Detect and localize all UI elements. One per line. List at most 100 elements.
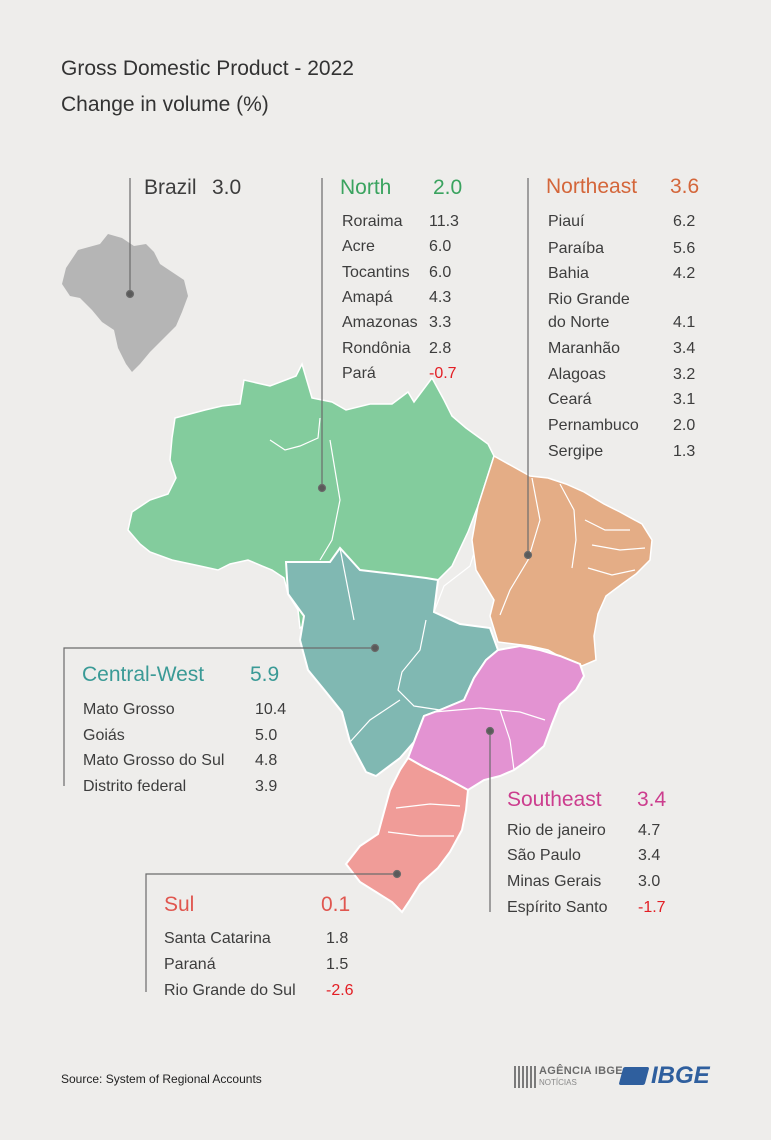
state-name: Santa Catarina [164,930,271,947]
sul-state-row: Paraná 1.5 [164,954,348,976]
north-state-row: Amapá 4.3 [342,287,451,309]
northeast-state-row: Ceará 3.1 [548,389,695,411]
state-name: Amazonas [342,314,418,331]
state-value: 3.4 [638,847,661,864]
state-value: 6.0 [429,264,452,281]
ibge-logo-text: IBGE [651,1062,710,1089]
agencia-logo-subtext: NOTÍCIAS [539,1078,577,1087]
northeast-state-row: do Norte 4.1 [548,312,695,334]
ibge-logo: IBGE [618,1062,716,1090]
state-value: -1.7 [638,899,666,916]
source-note: Source: System of Regional Accounts [61,1072,262,1086]
north-state-row: Rondônia 2.8 [342,338,451,360]
state-value: 1.5 [326,956,349,973]
state-value: 3.2 [673,366,696,383]
state-value: 4.2 [673,265,696,282]
region-sul [344,756,470,914]
southeast-value: 3.4 [637,788,667,811]
state-name: Paraná [164,956,216,973]
northeast-state-row: Rio Grande [548,289,630,311]
sul-state-row: Santa Catarina 1.8 [164,928,348,950]
northeast-state-row: Sergipe 1.3 [548,441,695,463]
northeast-state-row: Piauí 6.2 [548,211,695,233]
northeast-state-row: Maranhão 3.4 [548,338,695,360]
state-name: Ceará [548,391,592,408]
state-name: Goiás [83,727,125,744]
state-name-line2: do Norte [548,314,610,331]
state-value: 4.7 [638,822,661,839]
state-value: 6.0 [429,238,452,255]
southeast-state-row: Espírito Santo -1.7 [507,897,666,919]
southeast-state-row: São Paulo 3.4 [507,845,660,867]
state-name: Rondônia [342,340,411,357]
state-name: Amapá [342,289,393,306]
state-name: Espírito Santo [507,899,608,916]
northeast-state-row: Bahia 4.2 [548,263,695,285]
state-value: 3.9 [255,778,278,795]
northeast-state-row: Alagoas 3.2 [548,364,695,386]
central-west-state-row: Mato Grosso do Sul 4.8 [83,750,277,772]
central-west-state-row: Distrito federal 3.9 [83,776,277,798]
southeast-state-row: Rio de janeiro 4.7 [507,820,660,842]
state-name: Roraima [342,213,403,230]
central-west-value: 5.9 [250,663,280,686]
state-value: 11.3 [429,213,459,230]
state-value: 3.1 [673,391,696,408]
state-name: Rio Grande [548,291,630,308]
state-name: Rio Grande do Sul [164,982,296,999]
state-name: Acre [342,238,375,255]
northeast-state-row: Paraíba 5.6 [548,238,695,260]
northeast-value: 3.6 [670,175,700,198]
state-value: 3.4 [673,340,696,357]
northeast-label: Northeast [546,175,638,198]
state-name: Mato Grosso [83,701,175,718]
state-name: Piauí [548,213,585,230]
north-state-row: Pará -0.7 [342,363,457,385]
brazil-label: Brazil [144,176,197,199]
central-west-label: Central-West [82,663,205,686]
north-label: North [340,176,392,199]
state-name: Sergipe [548,443,604,460]
page-subtitle: Change in volume (%) [61,93,269,116]
state-name: São Paulo [507,847,581,864]
state-value: 5.6 [673,240,696,257]
state-name: Tocantins [342,264,410,281]
state-value: 1.3 [673,443,696,460]
sul-state-row: Rio Grande do Sul -2.6 [164,980,354,1002]
state-value: -0.7 [429,365,457,382]
agencia-ibge-logo: AGÊNCIA IBGE NOTÍCIAS [514,1064,623,1090]
north-state-row: Roraima 11.3 [342,211,459,233]
state-name: Maranhão [548,340,621,357]
state-name: Bahia [548,265,589,282]
state-value: 4.1 [673,314,696,331]
state-name: Pará [342,365,376,382]
sul-label: Sul [164,893,195,916]
state-value: 10.4 [255,701,287,718]
state-value: 5.0 [255,727,278,744]
central-west-state-row: Mato Grosso 10.4 [83,699,286,721]
state-value: -2.6 [326,982,354,999]
north-state-row: Acre 6.0 [342,236,451,258]
region-southeast [406,644,586,792]
state-value: 6.2 [673,213,696,230]
state-value: 2.0 [673,417,696,434]
state-value: 4.3 [429,289,452,306]
agencia-logo-text: AGÊNCIA IBGE [539,1065,623,1077]
region-northeast [471,454,653,667]
north-value: 2.0 [433,176,463,199]
state-name: Paraíba [548,240,605,257]
central-west-state-row: Goiás 5.0 [83,725,277,747]
state-name: Minas Gerais [507,873,602,890]
state-value: 3.0 [638,873,661,890]
state-name: Rio de janeiro [507,822,606,839]
north-state-row: Amazonas 3.3 [342,312,451,334]
state-name: Mato Grosso do Sul [83,752,225,769]
state-name: Alagoas [548,366,606,383]
page-title: Gross Domestic Product - 2022 [61,57,354,80]
state-name: Distrito federal [83,778,187,795]
agencia-logo-icon [514,1066,536,1088]
brazil-value: 3.0 [212,176,242,199]
brazil-silhouette [62,234,188,372]
sul-value: 0.1 [321,893,351,916]
